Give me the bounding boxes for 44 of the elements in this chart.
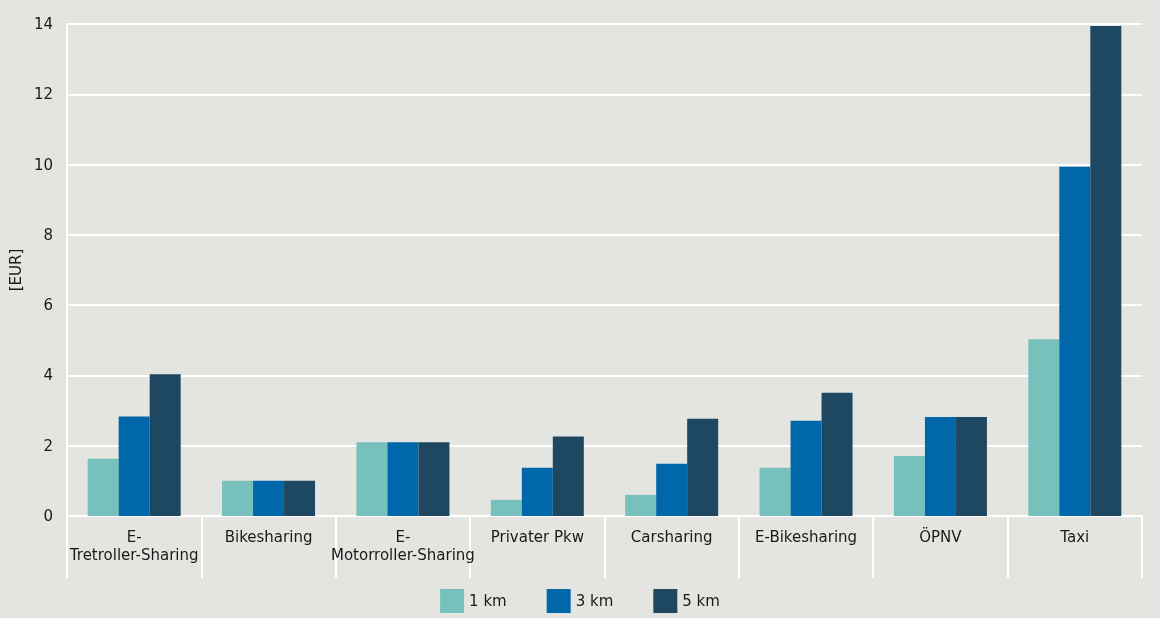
bar bbox=[552, 436, 584, 516]
x-tick-label: E-Tretroller-Sharing bbox=[68, 528, 199, 564]
bar bbox=[1028, 339, 1060, 516]
bar bbox=[656, 463, 688, 516]
bar bbox=[1090, 26, 1122, 516]
bar bbox=[924, 416, 956, 516]
y-tick-label: 6 bbox=[43, 296, 53, 315]
x-tick-label: E-Bikesharing bbox=[755, 528, 858, 546]
x-tick-label: Carsharing bbox=[630, 528, 713, 546]
bar bbox=[1059, 166, 1091, 516]
bar bbox=[118, 416, 150, 516]
x-tick-label: ÖPNV bbox=[919, 527, 963, 546]
y-tick-label: 4 bbox=[43, 366, 53, 385]
y-tick-label: 0 bbox=[43, 507, 53, 525]
bar bbox=[759, 467, 791, 516]
y-tick-label: 10 bbox=[33, 155, 53, 174]
legend-label: 1 km bbox=[469, 592, 507, 610]
legend-label: 3 km bbox=[575, 592, 614, 610]
y-tick-label: 2 bbox=[43, 436, 53, 455]
x-tick-label: Bikesharing bbox=[224, 528, 313, 546]
bar bbox=[222, 480, 254, 516]
bar bbox=[625, 494, 657, 516]
bar bbox=[790, 420, 822, 516]
bar bbox=[253, 480, 285, 516]
bar bbox=[284, 480, 316, 516]
bar bbox=[387, 442, 419, 516]
x-tick-label: E-Motorroller-Sharing bbox=[330, 528, 475, 564]
bar bbox=[149, 374, 181, 516]
bar bbox=[893, 455, 925, 516]
x-tick-label: Privater Pkw bbox=[490, 528, 584, 546]
y-tick-label: 12 bbox=[33, 85, 53, 104]
y-tick-label: 8 bbox=[43, 225, 53, 244]
bar bbox=[687, 418, 719, 516]
bar bbox=[490, 499, 522, 516]
bar bbox=[521, 467, 553, 516]
bar bbox=[356, 442, 388, 516]
bar bbox=[955, 416, 987, 516]
x-tick-label: Taxi bbox=[1059, 528, 1090, 546]
bar bbox=[418, 442, 450, 516]
bar bbox=[821, 392, 853, 516]
legend-label: 5 km bbox=[682, 592, 720, 610]
bar bbox=[87, 458, 119, 516]
y-axis-title: [EUR] bbox=[6, 248, 25, 292]
y-tick-label: 14 bbox=[33, 15, 53, 33]
